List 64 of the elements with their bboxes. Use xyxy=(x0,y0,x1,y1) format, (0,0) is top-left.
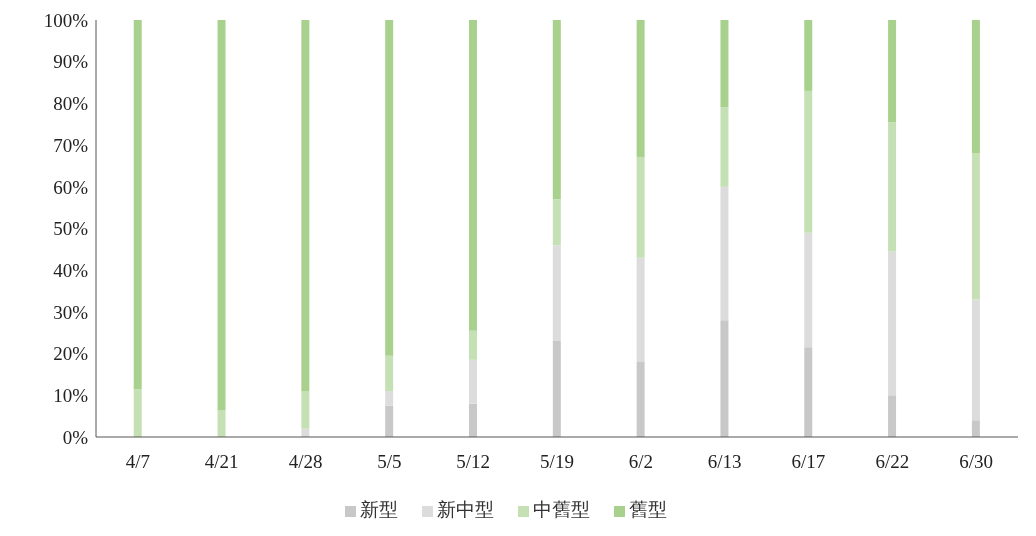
y-tick-label: 40% xyxy=(53,259,89,281)
x-tick-label: 5/5 xyxy=(377,451,402,473)
bar xyxy=(888,20,897,123)
y-tick-label: 50% xyxy=(53,218,89,240)
bar xyxy=(133,389,142,437)
x-tick-label: 5/19 xyxy=(540,451,574,473)
bar xyxy=(971,153,980,300)
bar xyxy=(552,245,561,342)
bar xyxy=(552,341,561,437)
bar xyxy=(720,320,729,437)
y-tick-label: 30% xyxy=(53,301,89,323)
bar xyxy=(217,409,226,437)
bar xyxy=(804,347,813,437)
x-tick-label: 4/7 xyxy=(125,451,151,473)
legend-label: 新中型 xyxy=(437,499,494,520)
y-tick-label: 10% xyxy=(53,385,89,407)
bar xyxy=(552,20,561,200)
x-tick-label: 6/17 xyxy=(791,451,826,473)
x-tick-label: 4/21 xyxy=(204,451,239,473)
bar xyxy=(804,20,813,91)
bar xyxy=(468,403,477,437)
x-tick-label: 6/30 xyxy=(959,451,993,473)
bar xyxy=(804,90,813,233)
x-tick-label: 6/22 xyxy=(875,451,910,473)
bar xyxy=(720,186,729,321)
bar xyxy=(888,122,897,252)
bar xyxy=(636,157,645,258)
bar xyxy=(720,107,729,187)
bar xyxy=(468,330,477,360)
x-tick-label: 6/13 xyxy=(707,451,742,473)
y-tick-label: 20% xyxy=(53,343,89,365)
bar xyxy=(720,20,729,108)
y-tick-label: 0% xyxy=(62,426,89,448)
x-tick-label: 5/12 xyxy=(456,451,491,473)
bar xyxy=(888,395,897,437)
bar xyxy=(468,20,477,331)
bar xyxy=(636,361,645,437)
bar xyxy=(385,405,394,437)
legend-label: 中舊型 xyxy=(533,499,590,520)
bar xyxy=(385,355,394,392)
x-tick-label: 6/2 xyxy=(628,451,653,473)
legend-label: 舊型 xyxy=(629,499,667,520)
y-tick-label: 70% xyxy=(53,134,89,156)
bar xyxy=(133,20,142,390)
bar xyxy=(636,257,645,362)
bar xyxy=(804,232,813,348)
y-tick-label: 60% xyxy=(53,176,89,198)
bar xyxy=(636,20,645,158)
y-tick-label: 90% xyxy=(53,51,89,73)
bar xyxy=(217,20,226,410)
bar xyxy=(971,299,980,421)
x-tick-label: 4/28 xyxy=(288,451,323,473)
y-tick-label: 80% xyxy=(53,93,89,115)
bar xyxy=(888,251,897,396)
bar xyxy=(301,391,310,429)
y-tick-label: 100% xyxy=(43,9,89,31)
bar xyxy=(385,20,394,356)
bar xyxy=(971,20,980,154)
bar xyxy=(971,420,980,437)
bar xyxy=(301,20,310,392)
bar xyxy=(468,359,477,404)
bar xyxy=(552,199,561,246)
legend-label: 新型 xyxy=(360,499,398,520)
bar xyxy=(385,391,394,406)
